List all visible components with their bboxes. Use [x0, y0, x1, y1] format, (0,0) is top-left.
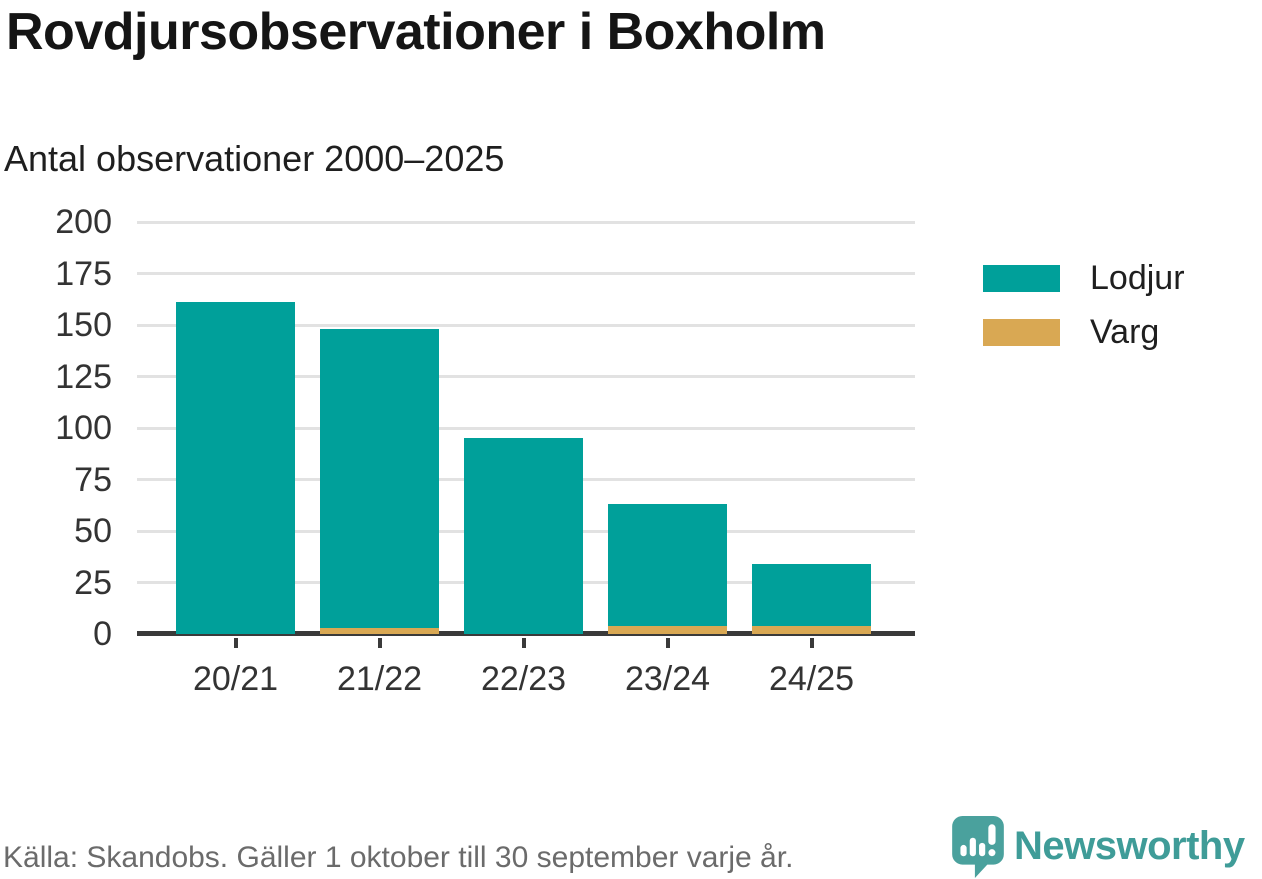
legend-item-lodjur: Lodjur [983, 259, 1185, 297]
legend-label: Lodjur [1090, 259, 1185, 297]
gridline-125 [137, 375, 915, 378]
bar-segment-varg [320, 627, 439, 634]
bar-segment-lodjur [320, 329, 439, 628]
bar-segment-lodjur [608, 504, 727, 626]
legend-label: Varg [1090, 313, 1160, 351]
x-tick [233, 638, 238, 648]
gridline-175 [137, 272, 915, 275]
chart-title: Rovdjursobservationer i Boxholm [6, 3, 826, 61]
bar-24/25 [752, 563, 871, 634]
gridline-150 [137, 323, 915, 327]
gridline-100 [137, 426, 915, 430]
y-tick-label: 100 [55, 409, 112, 447]
x-axis-labels: 20/21 21/22 22/23 23/24 24/25 [137, 634, 915, 704]
y-tick-label: 0 [93, 615, 112, 653]
y-tick-label: 175 [55, 254, 112, 293]
source-note: Källa: Skandobs. Gäller 1 oktober till 3… [3, 841, 794, 874]
bar-segment-varg [752, 625, 871, 634]
x-tick-label: 23/24 [624, 660, 711, 698]
bar-22/23 [464, 438, 583, 634]
x-tick-label: 20/21 [192, 660, 279, 698]
newsworthy-brand-name: Newsworthy [1014, 824, 1245, 868]
bar-segment-varg [608, 625, 727, 634]
legend: Lodjur Varg [983, 259, 1185, 373]
x-tick [809, 638, 814, 648]
y-tick-label: 125 [55, 357, 112, 396]
bar-20/21 [176, 302, 295, 634]
x-tick-label: 21/22 [336, 660, 423, 698]
x-tick [377, 638, 382, 648]
bar-segment-lodjur [752, 563, 871, 626]
y-tick-label: 25 [74, 563, 112, 602]
legend-item-varg: Varg [983, 313, 1185, 351]
legend-swatch-varg [983, 319, 1060, 346]
gridline-200 [137, 220, 915, 224]
legend-swatch-lodjur [983, 265, 1060, 292]
y-axis-labels: 0 25 50 75 100 125 150 175 200 [0, 203, 112, 653]
x-tick [521, 638, 526, 648]
y-tick-label: 75 [74, 460, 112, 499]
y-tick-label: 200 [55, 203, 112, 241]
newsworthy-logo-icon [952, 816, 1004, 878]
y-tick-label: 150 [55, 306, 112, 344]
bar-segment-lodjur [464, 438, 583, 634]
plot-area [137, 220, 915, 636]
x-tick-label: 22/23 [480, 660, 567, 698]
chart-subtitle: Antal observationer 2000–2025 [4, 138, 505, 179]
x-tick [665, 638, 670, 648]
bar-23/24 [608, 504, 727, 634]
bar-21/22 [320, 329, 439, 634]
x-tick-label: 24/25 [768, 660, 855, 698]
bar-segment-lodjur [176, 302, 295, 634]
y-tick-label: 50 [74, 512, 112, 550]
